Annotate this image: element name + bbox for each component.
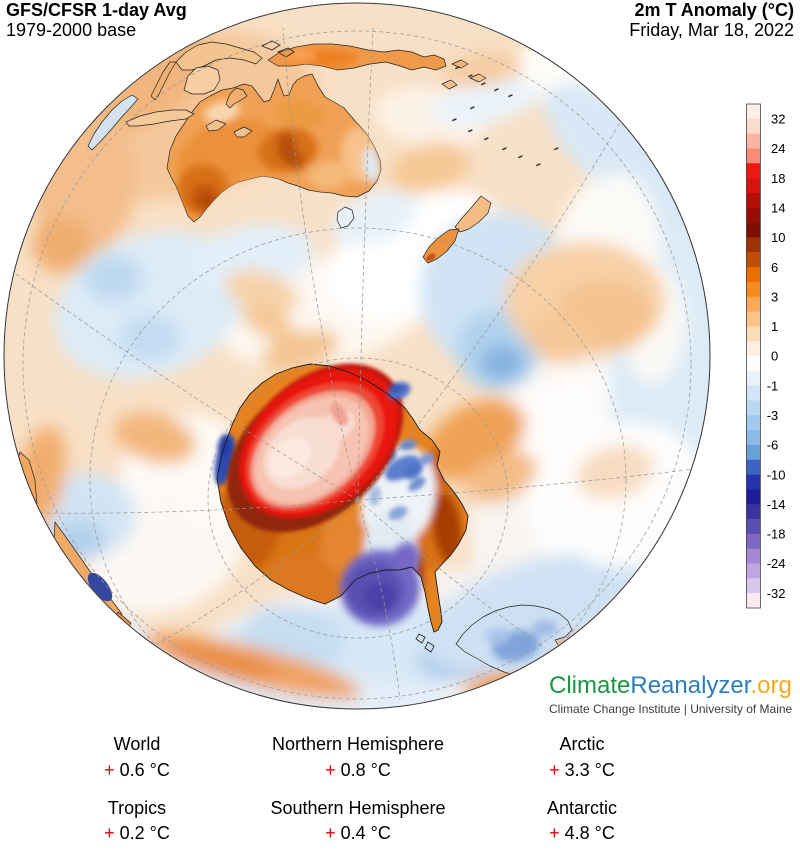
svg-text:24: 24	[771, 141, 785, 156]
svg-text:10: 10	[771, 230, 785, 245]
svg-text:-18: -18	[767, 527, 786, 542]
svg-text:-10: -10	[767, 467, 786, 482]
svg-text:-1: -1	[767, 378, 779, 393]
svg-text:14: 14	[771, 200, 785, 215]
svg-text:0: 0	[771, 349, 778, 364]
svg-text:6: 6	[771, 260, 778, 275]
svg-text:32: 32	[771, 112, 785, 127]
svg-text:-24: -24	[767, 556, 786, 571]
svg-text:-3: -3	[767, 408, 779, 423]
svg-text:-14: -14	[767, 497, 786, 512]
svg-text:-32: -32	[767, 586, 786, 601]
svg-text:1: 1	[771, 319, 778, 334]
svg-text:-6: -6	[767, 438, 779, 453]
svg-text:3: 3	[771, 289, 778, 304]
svg-text:18: 18	[771, 171, 785, 186]
